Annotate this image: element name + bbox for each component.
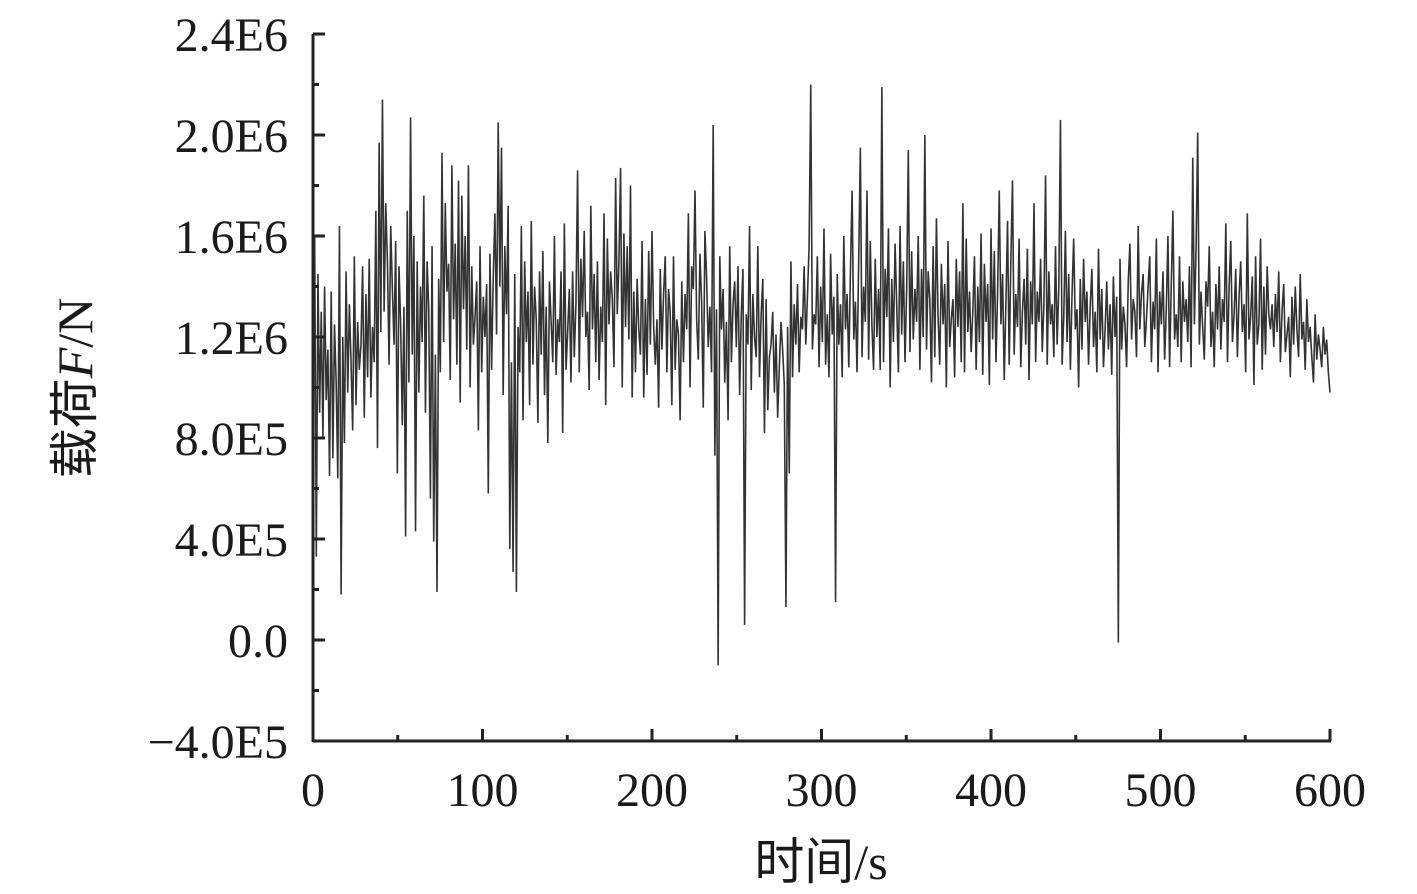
x-axis: 0 100 200 300 400 500 600: [301, 729, 1366, 817]
y-axis-title: 载荷F/N: [47, 298, 103, 479]
y-tick-label: 4.0E5: [175, 514, 288, 567]
y-tick-label: 1.2E6: [175, 312, 288, 365]
y-axis-title-variable: F: [47, 347, 103, 379]
y-tick-label: −4.0E5: [148, 716, 288, 769]
x-tick-label: 100: [447, 764, 519, 817]
y-tick-label: 1.6E6: [175, 211, 288, 264]
plot-area: [312, 84, 1331, 666]
x-tick-label: 0: [301, 764, 325, 817]
y-axis: −4.0E5 0.0 4.0E5 8.0E5 1.2E6 1.6E6 2.0E6 2.4E6: [148, 9, 325, 769]
x-tick-label: 300: [786, 764, 858, 817]
x-tick-label: 400: [955, 764, 1027, 817]
series-line-0: [312, 84, 1331, 666]
y-tick-label: 2.0E6: [175, 110, 288, 163]
y-tick-label: 2.4E6: [175, 9, 288, 62]
y-tick-label: 8.0E5: [175, 413, 288, 466]
x-tick-label: 600: [1294, 764, 1366, 817]
y-tick-label: 0.0: [228, 615, 288, 668]
x-tick-label: 500: [1125, 764, 1197, 817]
y-axis-title-unit: /N: [47, 298, 103, 348]
x-axis-title: 时间/s: [754, 834, 887, 890]
y-axis-title-prefix: 载荷: [47, 378, 103, 478]
x-tick-label: 200: [616, 764, 688, 817]
